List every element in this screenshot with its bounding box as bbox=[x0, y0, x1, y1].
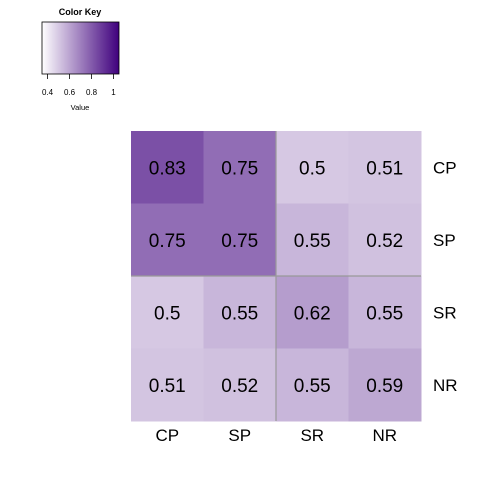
heatmap-cell-sr-nr bbox=[348, 276, 422, 349]
heatmap-cell-label: 0.52 bbox=[366, 231, 403, 252]
heatmap-cell-labels: 0.83 0.75 0.5 0.51 0.75 0.75 0.55 0.52 0.5 0.55 0.… bbox=[149, 158, 403, 397]
heatmap-cell-label: 0.51 bbox=[366, 158, 403, 179]
heatmap-cell-cp-nr bbox=[348, 131, 422, 204]
color-key-title: Color Key bbox=[59, 7, 102, 17]
heatmap-cell-nr-sp bbox=[203, 348, 277, 422]
heatmap-cell-cp-sp bbox=[203, 131, 277, 204]
heatmap-cell-label: 0.55 bbox=[221, 303, 258, 324]
heatmap-cell-nr-nr bbox=[348, 348, 422, 422]
heatmap-cell-nr-sr bbox=[276, 348, 349, 422]
heatmap-cell-label: 0.55 bbox=[294, 231, 331, 252]
row-label: CP bbox=[433, 158, 457, 177]
heatmap-cell-label: 0.55 bbox=[294, 376, 331, 397]
heatmap-cell-sp-cp bbox=[131, 203, 204, 277]
heatmap-cell-sr-cp bbox=[131, 276, 204, 349]
row-label: SP bbox=[433, 231, 456, 250]
row-label: NR bbox=[433, 376, 458, 395]
heatmap-cell-label: 0.55 bbox=[366, 303, 403, 324]
color-key-tick-label: 0.8 bbox=[86, 88, 98, 97]
heatmap-cell-label: 0.62 bbox=[294, 303, 331, 324]
row-label: SR bbox=[433, 303, 457, 322]
heatmap-cell-label: 0.75 bbox=[221, 231, 258, 252]
color-key: Color Key 0.4 0.6 0.8 1 Value bbox=[41, 7, 120, 112]
heatmap-cell-label: 0.5 bbox=[154, 303, 180, 324]
heatmap-cell-cp-sr bbox=[276, 131, 349, 204]
color-key-ticks: 0.4 0.6 0.8 1 bbox=[42, 74, 116, 97]
column-label: CP bbox=[155, 426, 179, 445]
heatmap-cell-label: 0.52 bbox=[221, 376, 258, 397]
heatmap-cell-nr-cp bbox=[131, 348, 204, 422]
color-key-frame bbox=[41, 21, 120, 75]
heatmap-cell-sr-sp bbox=[203, 276, 277, 349]
heatmap-cell-label: 0.59 bbox=[366, 376, 403, 397]
color-key-gradient bbox=[42, 22, 119, 74]
heatmap-cell-label: 0.83 bbox=[149, 158, 186, 179]
color-key-tick-label: 1 bbox=[111, 88, 116, 97]
column-label: SR bbox=[300, 426, 324, 445]
color-key-xlabel: Value bbox=[71, 103, 90, 112]
heatmap-row-labels: CP SP SR NR bbox=[433, 158, 458, 395]
heatmap-cell-label: 0.51 bbox=[149, 376, 186, 397]
heatmap-cell-sp-sr bbox=[276, 203, 349, 277]
heatmap-cell-sr-sr bbox=[276, 276, 349, 349]
heatmap-separators bbox=[131, 131, 421, 421]
heatmap-col-labels: CP SP SR NR bbox=[155, 426, 397, 445]
heatmap-cell-label: 0.75 bbox=[149, 231, 186, 252]
heatmap-cell-cp-cp bbox=[131, 131, 204, 204]
color-key-tick-label: 0.4 bbox=[42, 88, 54, 97]
column-label: NR bbox=[372, 426, 397, 445]
heatmap-cell-sp-sp bbox=[203, 203, 277, 277]
heatmap-cell-sp-nr bbox=[348, 203, 422, 277]
color-key-tick-label: 0.6 bbox=[64, 88, 76, 97]
heatmap-cell-label: 0.75 bbox=[221, 158, 258, 179]
column-label: SP bbox=[228, 426, 251, 445]
heatmap-cell-label: 0.5 bbox=[299, 158, 325, 179]
heatmap-cells bbox=[131, 131, 422, 422]
